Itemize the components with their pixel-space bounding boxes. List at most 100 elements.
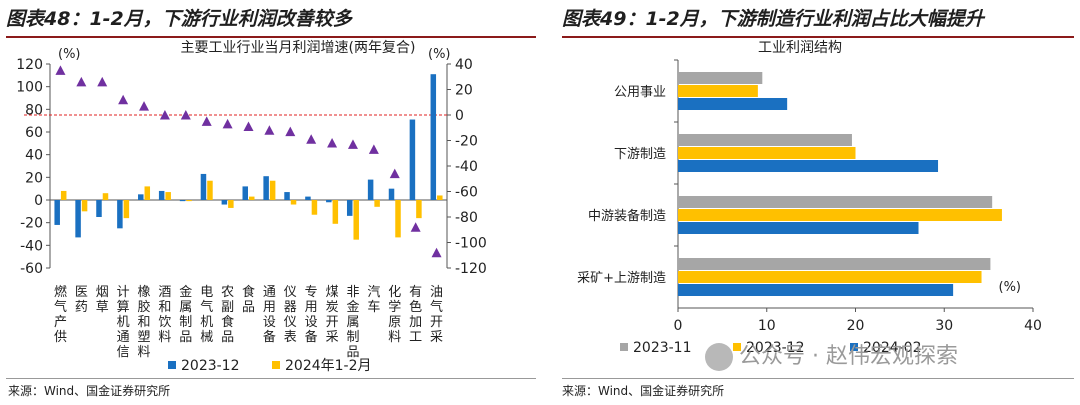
chart1-change-marker bbox=[347, 139, 358, 149]
chart1-category-label: 金属制品 bbox=[179, 284, 192, 345]
chart1-change-marker bbox=[389, 168, 400, 179]
left-source-note: 来源：Wind、国金证券研究所 bbox=[8, 384, 171, 398]
chart1-left-tick-label: 120 bbox=[16, 57, 43, 73]
chart1-bar-2023-12 bbox=[221, 200, 228, 205]
chart1-left-tick-label: 20 bbox=[25, 170, 43, 186]
chart1-change-marker bbox=[55, 65, 66, 75]
chart2-x-tick-label: 20 bbox=[847, 318, 865, 334]
left-source-rule bbox=[6, 378, 536, 379]
chart1-change-marker bbox=[139, 101, 150, 111]
chart2-bar-2023-11 bbox=[678, 134, 852, 146]
chart1-bar-2024-1-2 bbox=[123, 200, 130, 219]
chart1-change-marker bbox=[327, 138, 338, 148]
chart2-x-tick-label: 10 bbox=[758, 318, 776, 334]
chart1-bar-2024-1-2 bbox=[311, 200, 318, 215]
chart1-change-marker bbox=[410, 222, 421, 232]
chart1-right-axis-unit: (%) bbox=[428, 47, 451, 62]
chart1-category-label: 酒和饮料 bbox=[158, 285, 171, 345]
watermark-text: 公众号 · 赵伟宏观探索 bbox=[739, 344, 958, 369]
chart1-bar-2024-1-2 bbox=[437, 195, 443, 200]
chart1-legend-label: 2023-12 bbox=[181, 358, 240, 374]
left-title-rule bbox=[6, 36, 536, 38]
chart1-left-tick-label: 80 bbox=[25, 102, 43, 118]
chart1-change-marker bbox=[222, 118, 233, 129]
chart1-bar-2023-12 bbox=[409, 119, 416, 200]
chart1-category-label: 农副食品 bbox=[221, 285, 234, 345]
chart1-bar-2024-1-2 bbox=[416, 200, 422, 219]
chart1-change-marker bbox=[243, 121, 254, 131]
chart1-category-label: 有色加工 bbox=[409, 285, 422, 345]
chart2-bar-2023-12 bbox=[678, 85, 758, 97]
chart1-bar-2024-1-2 bbox=[186, 200, 192, 202]
chart1-left-tick-label: -20 bbox=[20, 216, 43, 232]
chart1-left-tick-label: 60 bbox=[25, 125, 43, 141]
chart1-category-label: 食品 bbox=[242, 284, 255, 315]
chart1-bar-2023-12 bbox=[138, 194, 144, 200]
chart1-left-tick-label: 100 bbox=[16, 80, 43, 96]
chart1-bar-2024-1-2 bbox=[165, 192, 171, 200]
chart2-x-axis-unit: (%) bbox=[999, 280, 1022, 295]
chart1-bar-2024-1-2 bbox=[81, 200, 88, 212]
wechat-icon bbox=[705, 343, 733, 371]
chart1-right-tick-label: -40 bbox=[455, 159, 478, 175]
chart1-category-label: 油气开采 bbox=[430, 285, 443, 345]
chart1-category-label: 化学原料 bbox=[388, 285, 401, 345]
chart1-bar-2023-12 bbox=[388, 188, 395, 200]
chart2-bar-2023-11 bbox=[678, 196, 993, 208]
left-panel-title: 图表48：1-2月，下游行业利润改善较多 bbox=[6, 8, 352, 30]
chart1-left-tick-label: 0 bbox=[34, 193, 43, 209]
chart1-bar-2023-12 bbox=[263, 176, 269, 200]
chart1-change-marker bbox=[264, 125, 275, 135]
chart2-category-label: 采矿+上游制造 bbox=[577, 271, 666, 286]
chart1-change-marker bbox=[306, 134, 317, 144]
chart1-category-label: 专用设备 bbox=[305, 285, 318, 345]
chart1-right-tick-label: -80 bbox=[455, 210, 478, 226]
chart1-change-marker bbox=[118, 94, 129, 105]
right-source-note: 来源：Wind、国金证券研究所 bbox=[562, 384, 725, 398]
chart1-bar-2023-12 bbox=[200, 173, 207, 200]
chart2-legend-swatch-2023-12 bbox=[733, 343, 741, 351]
chart1-left-axis-unit: (%) bbox=[58, 47, 81, 62]
chart1-right-tick-label: -20 bbox=[455, 134, 478, 150]
chart1-bar-2023-12 bbox=[179, 200, 186, 202]
chart1-change-marker bbox=[76, 76, 87, 87]
watermark: 公众号 · 赵伟宏观探索 bbox=[705, 340, 1070, 374]
right-source-rule bbox=[562, 378, 1074, 379]
chart2-category-label: 中游装备制造 bbox=[588, 208, 666, 224]
chart2-x-tick-label: 0 bbox=[674, 318, 683, 334]
chart1-category-label: 燃气产供 bbox=[54, 284, 67, 345]
chart1-bar-2024-1-2 bbox=[374, 200, 380, 207]
chart2-legend-swatch-2024-02 bbox=[850, 343, 858, 351]
chart1-bar-2023-12 bbox=[367, 179, 374, 200]
chart1-change-marker bbox=[159, 110, 170, 120]
chart1-change-marker bbox=[201, 116, 212, 126]
chart1-change-marker bbox=[180, 110, 191, 120]
chart1-bar-2023-12 bbox=[54, 200, 60, 225]
chart1-category-label: 仪器仪表 bbox=[284, 285, 297, 345]
chart1-bar-2023-12 bbox=[305, 196, 311, 200]
chart2-bar-2023-12 bbox=[678, 209, 1002, 221]
chart1-category-label: 非金属制品 bbox=[346, 285, 359, 360]
chart1-bar-2023-12 bbox=[284, 192, 290, 200]
chart1-category-label: 汽车 bbox=[367, 285, 380, 315]
chart1-left-tick-label: -40 bbox=[20, 238, 43, 254]
chart1-category-label: 烟草 bbox=[96, 285, 109, 315]
chart1-category-label: 通用设备 bbox=[263, 285, 276, 345]
chart1-legend-label: 2024年1-2月 bbox=[285, 358, 372, 374]
chart2-legend-label: 2024-02 bbox=[863, 340, 922, 356]
chart1-change-marker bbox=[368, 144, 379, 154]
right-title-rule bbox=[562, 36, 1074, 38]
chart1-bar-2024-1-2 bbox=[353, 200, 359, 240]
chart1-category-label: 计算机通信 bbox=[117, 285, 130, 360]
chart1-bar-2024-1-2 bbox=[207, 180, 213, 200]
chart1-bar-2024-1-2 bbox=[269, 180, 276, 200]
industry-profit-growth-chart: 主要工业行业当月利润增速(两年复合) (%) (%) -60 -40 -20 0 20 40 60… bbox=[16, 39, 487, 374]
chart1-bar-2023-12 bbox=[326, 200, 332, 203]
chart1-left-tick-label: 40 bbox=[25, 148, 43, 164]
chart1-right-tick-label: 20 bbox=[455, 83, 473, 99]
chart1-bar-2024-1-2 bbox=[395, 200, 401, 238]
chart1-bar-2024-1-2 bbox=[290, 200, 297, 205]
chart2-bar-2024-02 bbox=[678, 222, 919, 234]
chart2-bar-2024-02 bbox=[678, 98, 788, 110]
